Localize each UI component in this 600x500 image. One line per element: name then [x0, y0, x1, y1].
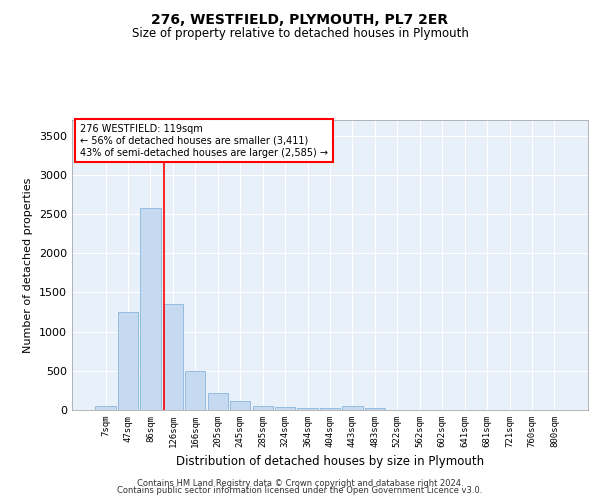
Text: Contains HM Land Registry data © Crown copyright and database right 2024.: Contains HM Land Registry data © Crown c… [137, 478, 463, 488]
Bar [140, 208, 161, 410]
Text: Size of property relative to detached houses in Plymouth: Size of property relative to detached ho… [131, 28, 469, 40]
Bar [275, 407, 295, 410]
Text: 276 WESTFIELD: 119sqm
← 56% of detached houses are smaller (3,411)
43% of semi-d: 276 WESTFIELD: 119sqm ← 56% of detached … [80, 124, 328, 158]
X-axis label: Distribution of detached houses by size in Plymouth: Distribution of detached houses by size … [176, 456, 484, 468]
Bar [185, 371, 205, 410]
Bar [208, 393, 228, 410]
Bar [320, 408, 340, 410]
Bar [95, 406, 116, 410]
Bar [230, 400, 250, 410]
Bar [163, 304, 183, 410]
Bar [343, 406, 362, 410]
Y-axis label: Number of detached properties: Number of detached properties [23, 178, 34, 352]
Text: Contains public sector information licensed under the Open Government Licence v3: Contains public sector information licen… [118, 486, 482, 495]
Text: 276, WESTFIELD, PLYMOUTH, PL7 2ER: 276, WESTFIELD, PLYMOUTH, PL7 2ER [151, 12, 449, 26]
Bar [365, 408, 385, 410]
Bar [298, 408, 317, 410]
Bar [253, 406, 273, 410]
Bar [118, 312, 138, 410]
